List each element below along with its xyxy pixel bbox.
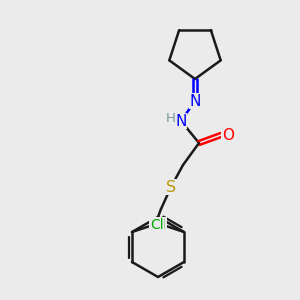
Text: Cl: Cl [152,218,166,232]
Text: S: S [166,179,176,194]
Text: H: H [166,112,176,124]
Text: N: N [189,94,201,109]
Text: Cl: Cl [150,218,164,232]
Text: O: O [222,128,234,142]
Text: N: N [175,113,187,128]
